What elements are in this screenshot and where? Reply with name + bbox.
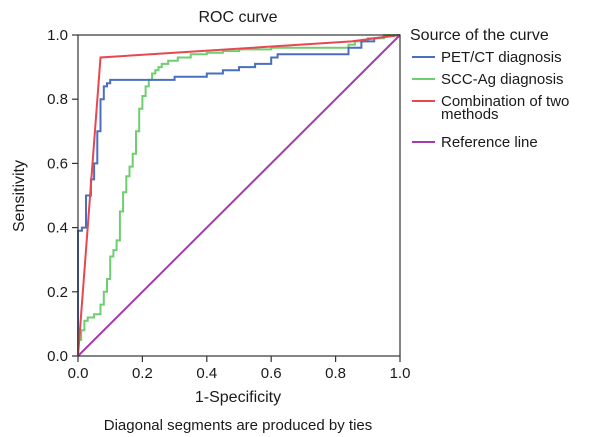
chart-title: ROC curve [198, 9, 277, 26]
y-tick-label: 0.0 [47, 348, 68, 365]
y-tick-label: 0.8 [47, 91, 68, 108]
y-axis-title: Sensitivity [11, 160, 28, 232]
series-line-1 [77, 34, 400, 356]
legend-title: Source of the curve [410, 27, 549, 44]
y-tick-label: 0.2 [47, 284, 68, 301]
x-tick-label: 0.0 [68, 365, 89, 382]
legend-label-1: SCC-Ag diagnosis [441, 71, 564, 88]
x-axis-title: 1-Specificity [195, 389, 281, 406]
y-tick-label: 1.0 [47, 27, 68, 44]
legend-label-2: methods [441, 106, 499, 123]
chart-footnote: Diagonal segments are produced by ties [104, 417, 373, 434]
series-line-3 [77, 34, 401, 357]
y-tick-label: 0.4 [47, 220, 68, 237]
series-line-2 [77, 34, 401, 357]
x-tick-label: 0.6 [261, 365, 282, 382]
y-tick-label: 0.6 [47, 155, 68, 172]
axes: 0.0 0.2 0.4 0.6 0.8 1.0 0.0 0.2 0.4 0.6 0.8 1.0 [47, 27, 410, 382]
x-tick-label: 0.2 [132, 365, 153, 382]
legend-label-3: Reference line [441, 134, 538, 151]
x-tick-label: 0.8 [325, 365, 346, 382]
plot-frame [77, 34, 401, 357]
x-tick-label: 1.0 [390, 365, 411, 382]
legend-label-2: Combination of two [441, 93, 569, 110]
x-tick-label: 0.4 [196, 365, 217, 382]
plot-area [77, 34, 401, 357]
legend: Source of the curve PET/CT diagnosis SCC-… [410, 27, 569, 151]
legend-label-0: PET/CT diagnosis [441, 49, 562, 66]
